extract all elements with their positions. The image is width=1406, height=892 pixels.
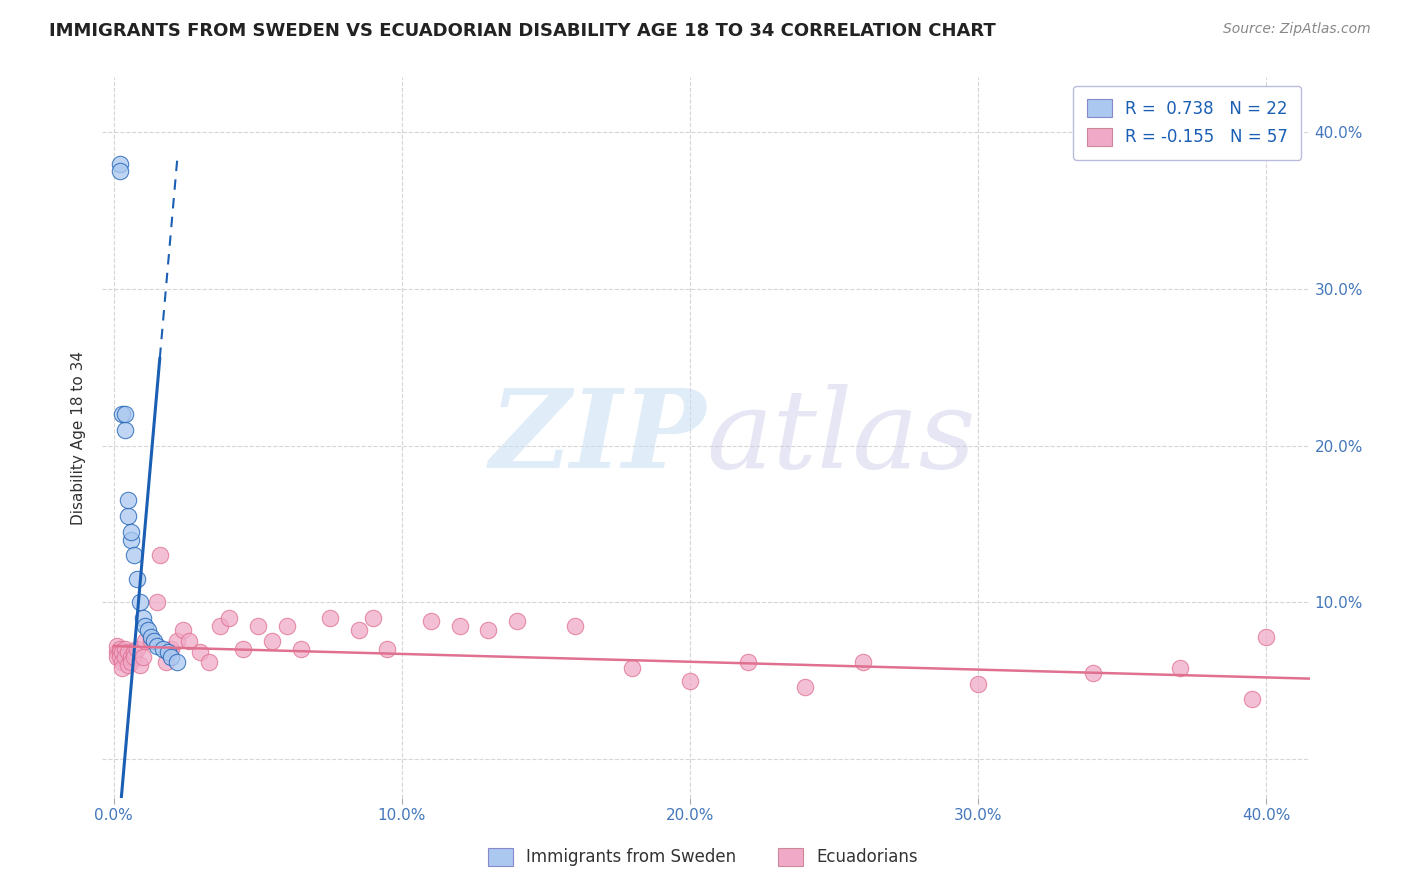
Y-axis label: Disability Age 18 to 34: Disability Age 18 to 34 [72, 351, 86, 524]
Point [149, 548, 172, 562]
Point [117, 645, 139, 659]
Point [136, 624, 159, 638]
Point [128, 595, 150, 609]
Point [134, 619, 156, 633]
Point [262, 634, 284, 648]
Text: Source: ZipAtlas.com: Source: ZipAtlas.com [1223, 22, 1371, 37]
Point [131, 611, 153, 625]
Point [232, 642, 254, 657]
Point [125, 572, 148, 586]
Point [449, 619, 471, 633]
Point [114, 650, 136, 665]
Point [188, 645, 211, 659]
Point [160, 650, 183, 665]
Point [105, 645, 128, 659]
Point [198, 655, 221, 669]
Text: atlas: atlas [706, 384, 976, 491]
Point [319, 611, 342, 625]
Point [108, 645, 131, 659]
Point [141, 630, 163, 644]
Point [166, 634, 188, 648]
Point [276, 619, 298, 633]
Point [108, 156, 131, 170]
Point [1168, 661, 1191, 675]
Point [967, 676, 990, 690]
Point [122, 650, 145, 665]
Point [143, 634, 166, 648]
Point [122, 645, 145, 659]
Point [111, 661, 134, 675]
Point [564, 619, 586, 633]
Point [419, 614, 441, 628]
Point [108, 642, 131, 657]
Point [114, 642, 136, 657]
Point [120, 650, 142, 665]
Point [120, 524, 142, 539]
Point [794, 680, 817, 694]
Point [141, 634, 163, 648]
Point [155, 655, 177, 669]
Point [105, 639, 128, 653]
Point [108, 650, 131, 665]
Point [621, 661, 644, 675]
Point [134, 634, 156, 648]
Point [737, 655, 759, 669]
Point [157, 645, 180, 659]
Point [209, 619, 232, 633]
Point [477, 624, 499, 638]
Point [377, 642, 399, 657]
Point [679, 673, 702, 688]
Point [105, 650, 128, 665]
Text: ZIP: ZIP [489, 384, 706, 491]
Point [160, 642, 183, 657]
Point [1240, 692, 1263, 706]
Point [120, 533, 142, 547]
Point [1083, 665, 1105, 680]
Point [117, 509, 139, 524]
Point [111, 645, 134, 659]
Point [1256, 630, 1278, 644]
Point [246, 619, 269, 633]
Text: IMMIGRANTS FROM SWEDEN VS ECUADORIAN DISABILITY AGE 18 TO 34 CORRELATION CHART: IMMIGRANTS FROM SWEDEN VS ECUADORIAN DIS… [49, 22, 995, 40]
Point [347, 624, 370, 638]
Point [117, 493, 139, 508]
Point [125, 642, 148, 657]
Legend: R =  0.738   N = 22, R = -0.155   N = 57: R = 0.738 N = 22, R = -0.155 N = 57 [1073, 86, 1301, 160]
Point [146, 639, 169, 653]
Point [852, 655, 875, 669]
Point [131, 650, 153, 665]
Point [128, 657, 150, 672]
Point [290, 642, 312, 657]
Point [166, 655, 188, 669]
Point [114, 423, 136, 437]
Point [114, 407, 136, 421]
Legend: Immigrants from Sweden, Ecuadorians: Immigrants from Sweden, Ecuadorians [479, 839, 927, 875]
Point [506, 614, 529, 628]
Point [108, 164, 131, 178]
Point [117, 657, 139, 672]
Point [122, 548, 145, 562]
Point [120, 655, 142, 669]
Point [111, 407, 134, 421]
Point [146, 595, 169, 609]
Point [172, 624, 194, 638]
Point [152, 642, 174, 657]
Point [111, 655, 134, 669]
Point [361, 611, 384, 625]
Point [177, 634, 200, 648]
Point [218, 611, 240, 625]
